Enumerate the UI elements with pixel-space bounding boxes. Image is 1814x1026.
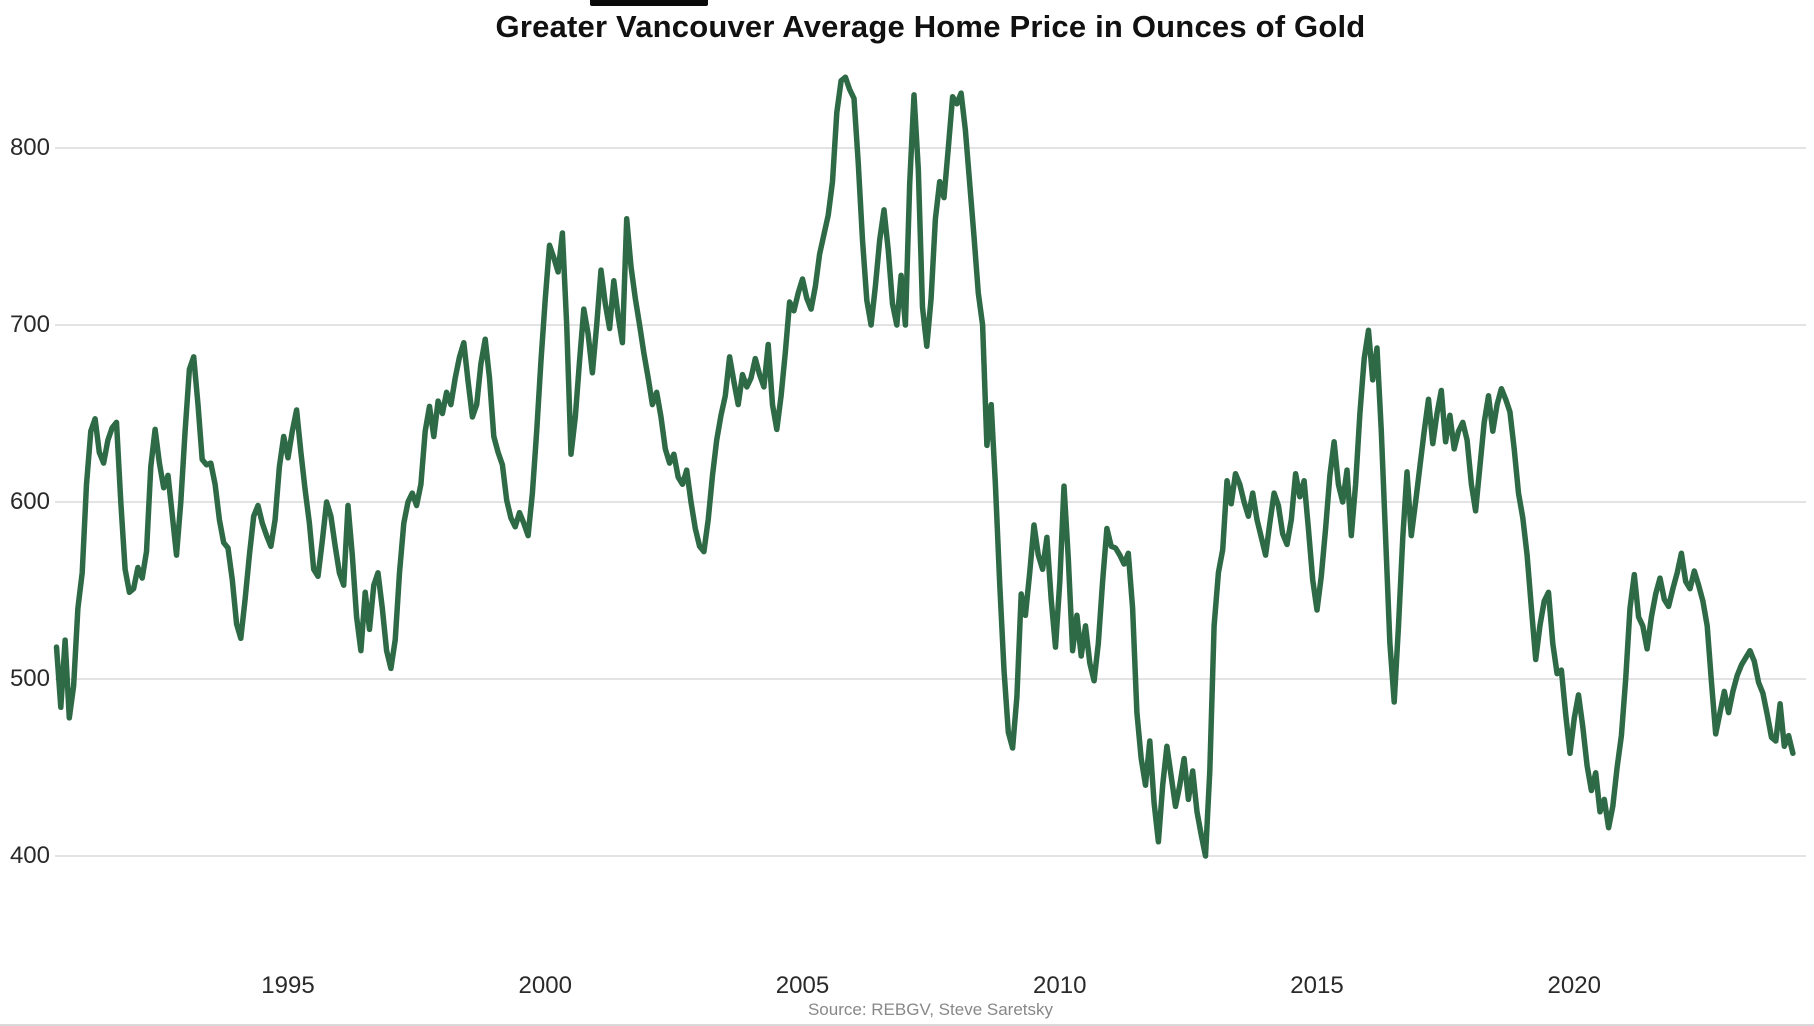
x-tick-label-2020: 2020 — [1547, 972, 1601, 999]
y-tick-label-400: 400 — [9, 842, 50, 869]
y-tick-label-500: 500 — [9, 665, 50, 692]
chart-title: Greater Vancouver Average Home Price in … — [495, 9, 1366, 44]
top-edge-artifact-bar — [590, 0, 708, 6]
x-tick-label-2000: 2000 — [518, 972, 572, 999]
source-note: Source: REBGV, Steve Saretsky — [807, 1000, 1054, 1019]
x-tick-label-1995: 1995 — [261, 972, 315, 999]
y-tick-label-700: 700 — [9, 311, 50, 338]
home-price-in-gold-line — [53, 74, 1796, 859]
price-line-series — [53, 74, 1796, 859]
y-tick-label-600: 600 — [9, 488, 50, 515]
x-tick-label-2015: 2015 — [1290, 972, 1344, 999]
y-tick-label-800: 800 — [9, 134, 50, 161]
x-tick-label-2005: 2005 — [775, 972, 830, 999]
gridlines — [55, 147, 1806, 857]
x-tick-label-2010: 2010 — [1033, 972, 1087, 999]
